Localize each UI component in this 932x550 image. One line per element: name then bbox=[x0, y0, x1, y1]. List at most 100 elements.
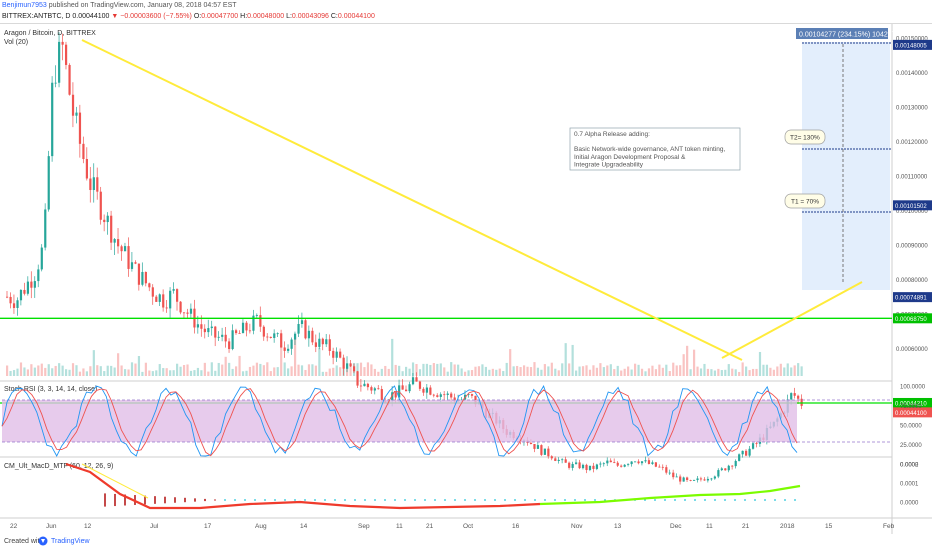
high-label: H: bbox=[240, 13, 248, 20]
volume-bar bbox=[450, 362, 453, 376]
price-tag-label: 0.00101502 bbox=[895, 204, 927, 210]
macd-hist-bar bbox=[674, 499, 676, 501]
candle-body bbox=[224, 334, 227, 342]
downtrend-line[interactable] bbox=[81, 39, 743, 361]
candle-body bbox=[64, 44, 68, 65]
macd-hist-bar bbox=[714, 499, 716, 501]
time-tick-label: Jun bbox=[46, 523, 57, 530]
price-tick-label: 0.00130000 bbox=[896, 106, 928, 112]
macd-hist-bar bbox=[154, 496, 156, 504]
candle-body bbox=[106, 215, 109, 223]
macd-hist-bar bbox=[454, 499, 456, 501]
candle-body bbox=[179, 301, 182, 313]
candle-body bbox=[78, 112, 82, 144]
candle-body bbox=[214, 326, 217, 338]
candle-body bbox=[332, 350, 335, 358]
candle-body bbox=[151, 287, 154, 297]
volume-bar bbox=[373, 368, 376, 376]
macd-hist-bar bbox=[584, 499, 586, 501]
volume-bar bbox=[217, 362, 220, 376]
release-note-box[interactable] bbox=[569, 127, 741, 171]
volume-bar bbox=[710, 369, 713, 376]
volume-bar bbox=[446, 371, 449, 376]
volume-bar bbox=[720, 370, 723, 376]
volume-bar bbox=[99, 366, 102, 376]
candle-body bbox=[335, 351, 338, 358]
volume-bar bbox=[325, 371, 328, 376]
volume-bar bbox=[755, 368, 758, 376]
candle-body bbox=[418, 381, 422, 389]
price-tick-label: 0.00110000 bbox=[896, 175, 928, 181]
t2-callout[interactable] bbox=[784, 129, 826, 145]
candle-body bbox=[640, 461, 644, 464]
candle-body bbox=[606, 460, 609, 464]
volume-bar bbox=[463, 371, 467, 376]
volume-bar bbox=[800, 366, 803, 376]
price-tag bbox=[893, 39, 932, 50]
candle-body bbox=[245, 322, 248, 331]
volume-bar bbox=[554, 368, 557, 376]
macd-hist-bar bbox=[444, 499, 446, 501]
macd-hist-bar bbox=[184, 497, 186, 503]
volume-bar bbox=[165, 368, 168, 376]
candle-body bbox=[169, 290, 172, 309]
volume-bar bbox=[647, 368, 651, 376]
macd-hist-bar bbox=[104, 493, 106, 507]
stoch-tick-label: 25.0000 bbox=[900, 443, 922, 449]
volume-bar bbox=[387, 368, 390, 376]
volume-bar bbox=[415, 363, 418, 376]
macd-legend: CM_Ult_MacD_MTF (60, 12, 26, 9) bbox=[4, 463, 113, 470]
volume-bar bbox=[675, 365, 678, 376]
volume-bar bbox=[613, 369, 616, 376]
footer-brand[interactable]: TradingView bbox=[51, 538, 90, 545]
volume-bar bbox=[394, 364, 397, 376]
macd-hist-bar bbox=[424, 499, 426, 501]
trading-chart[interactable]: 0.00104277 (234.15%) 104277 T2= 130% T1 … bbox=[0, 24, 932, 534]
candle-body bbox=[290, 339, 293, 349]
macd-hist-bar bbox=[284, 499, 286, 501]
candle-body bbox=[654, 462, 658, 467]
candle-body bbox=[356, 371, 359, 386]
stoch-k-line bbox=[1, 385, 798, 457]
volume-bar bbox=[561, 363, 564, 376]
candle-body bbox=[797, 395, 800, 399]
macd-hist-bar bbox=[794, 499, 796, 501]
candle-body bbox=[203, 328, 206, 333]
volume-bar bbox=[377, 371, 380, 376]
candles bbox=[6, 32, 803, 485]
t1-callout[interactable] bbox=[784, 193, 826, 209]
volume-bar bbox=[686, 345, 689, 376]
price-tick-label: 0.00100000 bbox=[896, 209, 928, 215]
volume-bar bbox=[547, 366, 550, 376]
candle-body bbox=[432, 394, 435, 396]
candle-body bbox=[595, 464, 599, 469]
candle-body bbox=[165, 307, 168, 309]
t1-label: T1 = 70% bbox=[791, 199, 819, 206]
author-link[interactable]: Benjimun7953 bbox=[2, 2, 47, 9]
candle-body bbox=[82, 143, 85, 160]
candle-body bbox=[647, 460, 651, 464]
volume-bar bbox=[411, 362, 415, 376]
volume-bar bbox=[595, 367, 599, 376]
volume-bar bbox=[179, 366, 182, 376]
uptrend-line[interactable] bbox=[721, 281, 863, 359]
volume-bar bbox=[717, 368, 720, 376]
time-tick-label: 14 bbox=[300, 523, 308, 530]
candle-body bbox=[352, 366, 356, 372]
time-tick-label: 15 bbox=[825, 523, 833, 530]
time-axis[interactable]: 22 Jun 12 Jul 17 Aug 14 Sep 11 21 Oct 16 Nov 13 Dec 11 2… bbox=[10, 523, 895, 530]
price-axis[interactable]: 0.00150000 0.00140000 0.00130000 0.00120000… bbox=[896, 37, 928, 354]
macd-hist-bar bbox=[304, 499, 306, 501]
volume-bar bbox=[9, 370, 12, 376]
volume-bar bbox=[529, 367, 533, 376]
volume-bar bbox=[162, 368, 165, 376]
candle-body bbox=[398, 385, 401, 398]
candle-body bbox=[380, 389, 383, 401]
measure-label: 0.00104277 (234.15%) 104277 bbox=[799, 32, 896, 39]
macd-hist-bar bbox=[434, 499, 436, 501]
volume-bar bbox=[692, 349, 696, 376]
candle-body bbox=[75, 112, 78, 116]
candle-body bbox=[411, 377, 415, 385]
volume-bar bbox=[155, 370, 158, 376]
volume-bar bbox=[89, 366, 92, 376]
